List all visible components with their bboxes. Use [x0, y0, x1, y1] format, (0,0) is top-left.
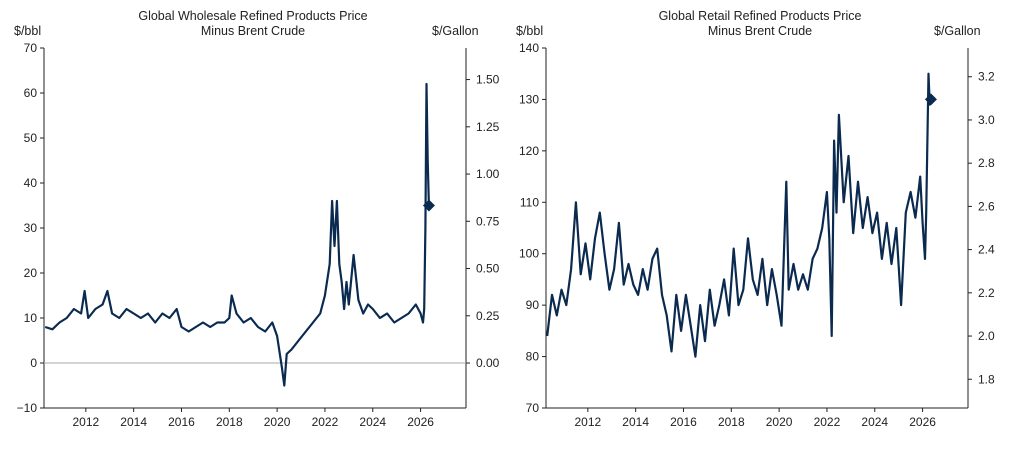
retail-y-right-tick-label: 2.6	[978, 199, 995, 213]
retail-y-right-tick-label: 2.0	[978, 329, 995, 343]
wholesale-y-right-tick-label: 1.00	[476, 167, 500, 181]
wholesale-x-tick-label: 2026	[407, 415, 434, 429]
wholesale-y-left-tick-label: 60	[24, 86, 38, 100]
retail-y-left-tick-label: 80	[526, 350, 540, 364]
wholesale-y-left-tick-label: 20	[24, 266, 38, 280]
wholesale-right-unit: $/Gallon	[432, 24, 479, 38]
retail-y-left-tick-label: 130	[519, 92, 539, 106]
retail-x-tick-label: 2024	[861, 415, 888, 429]
retail-subtitle: Minus Brent Crude	[708, 24, 812, 38]
wholesale-title: Global Wholesale Refined Products Price	[138, 9, 367, 23]
wholesale-y-right-tick-label: 1.50	[476, 73, 500, 87]
retail-y-left-tick-label: 90	[526, 298, 540, 312]
wholesale-chart: Global Wholesale Refined Products Price …	[14, 9, 500, 429]
retail-y-left-tick-label: 100	[519, 247, 539, 261]
wholesale-x-tick-label: 2024	[359, 415, 386, 429]
wholesale-x-tick-label: 2016	[168, 415, 195, 429]
wholesale-y-left-tick-label: 0	[30, 356, 37, 370]
wholesale-y-left-tick-label: 10	[24, 311, 38, 325]
wholesale-y-right-tick-label: 0.50	[476, 262, 500, 276]
wholesale-x-tick-label: 2018	[216, 415, 243, 429]
wholesale-y-right-tick-label: 0.75	[476, 214, 500, 228]
retail-x-tick-label: 2016	[670, 415, 697, 429]
retail-left-unit: $/bbl	[516, 24, 543, 38]
retail-y-left-tick-label: 70	[526, 401, 540, 415]
retail-y-right-tick-label: 2.8	[978, 156, 995, 170]
wholesale-x-tick-label: 2020	[264, 415, 291, 429]
retail-series-line	[546, 72, 932, 358]
wholesale-y-right-tick-label: 1.25	[476, 120, 500, 134]
wholesale-x-tick-label: 2022	[312, 415, 339, 429]
retail-x-tick-label: 2018	[718, 415, 745, 429]
retail-y-right-tick-label: 3.2	[978, 70, 995, 84]
retail-y-right-tick-label: 2.2	[978, 286, 995, 300]
retail-x-tick-label: 2014	[622, 415, 649, 429]
retail-y-right-tick-label: 2.4	[978, 243, 995, 257]
retail-x-tick-label: 2022	[814, 415, 841, 429]
wholesale-y-left-tick-label: 40	[24, 176, 38, 190]
wholesale-y-left-tick-label: −10	[17, 401, 38, 415]
retail-x-tick-label: 2012	[574, 415, 601, 429]
wholesale-y-right-tick-label: 0.00	[476, 356, 500, 370]
retail-x-tick-label: 2020	[766, 415, 793, 429]
retail-y-left-tick-label: 120	[519, 144, 539, 158]
retail-chart: Global Retail Refined Products Price Min…	[516, 9, 995, 429]
wholesale-x-tick-label: 2012	[72, 415, 99, 429]
retail-x-tick-label: 2026	[909, 415, 936, 429]
retail-y-right-tick-label: 1.8	[978, 372, 995, 386]
retail-title: Global Retail Refined Products Price	[659, 9, 862, 23]
wholesale-y-right-tick-label: 0.25	[476, 309, 500, 323]
wholesale-left-unit: $/bbl	[14, 24, 41, 38]
wholesale-y-left-tick-label: 70	[24, 41, 38, 55]
wholesale-series-line	[44, 82, 430, 387]
wholesale-y-left-tick-label: 50	[24, 131, 38, 145]
wholesale-y-left-tick-label: 30	[24, 221, 38, 235]
wholesale-x-tick-label: 2014	[120, 415, 147, 429]
retail-y-left-tick-label: 110	[520, 195, 539, 209]
wholesale-latest-point-marker	[422, 199, 435, 212]
retail-y-right-tick-label: 3.0	[978, 113, 995, 127]
retail-latest-point-marker	[924, 93, 937, 106]
retail-right-unit: $/Gallon	[934, 24, 981, 38]
wholesale-subtitle: Minus Brent Crude	[201, 24, 305, 38]
retail-y-left-tick-label: 140	[519, 41, 539, 55]
